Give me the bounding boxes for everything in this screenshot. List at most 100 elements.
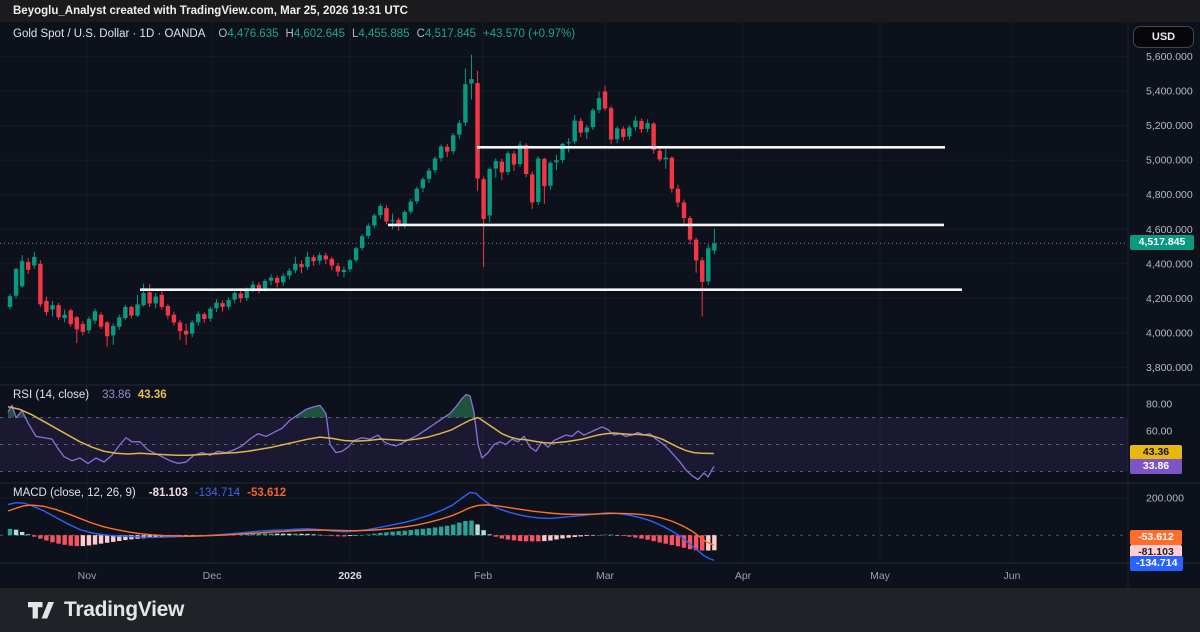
candlestick — [663, 149, 668, 169]
macd-histogram-bar — [317, 534, 322, 536]
macd-histogram-bar — [590, 535, 596, 536]
candlestick — [183, 323, 189, 345]
candlestick — [359, 234, 365, 251]
rsi-overbought-fill — [296, 405, 326, 418]
macd-histogram-bar — [712, 535, 717, 551]
price-tick-label: 4,200.000 — [1146, 293, 1193, 305]
tradingview-wordmark[interactable]: TradingView — [64, 598, 185, 621]
candlestick — [347, 258, 353, 273]
macd-histogram-bar — [262, 533, 268, 536]
macd-histogram-bar — [487, 534, 492, 536]
macd-histogram-bar — [44, 535, 49, 541]
symbol-legend[interactable]: Gold Spot / U.S. Dollar · 1D · OANDA O4,4… — [13, 28, 575, 40]
candlestick — [712, 228, 717, 255]
candlestick — [554, 154, 559, 171]
candlestick — [669, 156, 675, 193]
footer-bar: TradingView — [0, 588, 1200, 632]
candlestick — [681, 199, 687, 224]
rsi-tick-label: 80.00 — [1146, 399, 1172, 411]
candlestick — [511, 150, 517, 171]
macd-legend[interactable]: MACD (close, 12, 26, 9) -81.103 -134.714 -5… — [13, 487, 286, 499]
macd-histogram-bar — [56, 535, 61, 544]
candlestick — [111, 323, 116, 345]
symbol-title[interactable]: Gold Spot / U.S. Dollar · 1D · OANDA — [13, 28, 206, 40]
macd-histogram-bar — [353, 535, 359, 536]
candlestick — [317, 252, 322, 265]
candlestick — [232, 290, 237, 304]
macd-histogram-bar — [372, 533, 377, 536]
candlestick — [438, 144, 444, 162]
ohlc-value: 4,602.645 — [293, 28, 345, 40]
macd-histogram-bar — [560, 535, 565, 539]
ohlc-value: 4,455.885 — [358, 28, 410, 40]
macd-histogram-bar — [287, 533, 292, 536]
change-value: +43.570 (+0.97%) — [483, 28, 576, 40]
macd-histogram-bar — [117, 535, 122, 542]
macd-histogram-bar — [323, 535, 328, 536]
candlestick — [463, 68, 468, 127]
chart-canvas[interactable]: 3,800.000 4,000.000 4,200.000 4,400.000 4,60… — [0, 22, 1200, 588]
candlestick — [469, 54, 474, 100]
macd-histogram-bar — [104, 535, 110, 543]
macd-histogram-bar — [657, 535, 662, 543]
macd-histogram-bar — [426, 528, 432, 536]
candlestick — [214, 299, 219, 313]
macd-histogram-bar — [305, 533, 310, 536]
candlestick — [590, 108, 596, 131]
macd-signal-value: -53.612 — [247, 487, 287, 499]
macd-histogram-bar — [663, 535, 668, 544]
macd-histogram-bar — [700, 535, 705, 551]
price-tick-label: 5,000.000 — [1146, 155, 1193, 167]
macd-histogram-bar — [396, 531, 401, 536]
candlestick — [505, 151, 511, 175]
candlestick — [104, 321, 110, 347]
candlestick — [141, 283, 146, 307]
macd-histogram-bar — [578, 535, 583, 537]
macd-histogram-bar — [499, 535, 505, 539]
macd-histogram-bar — [256, 533, 262, 536]
candlestick — [645, 119, 650, 133]
candlestick — [627, 125, 632, 140]
month-label: Apr — [735, 570, 752, 582]
month-label: Feb — [474, 570, 492, 582]
candlestick — [238, 291, 243, 303]
candlestick — [687, 215, 693, 245]
candlestick — [305, 251, 310, 270]
candlestick — [481, 176, 486, 267]
macd-histogram-bar — [536, 535, 541, 542]
macd-histogram-bar — [408, 530, 413, 536]
currency-usd-button[interactable]: USD — [1133, 26, 1194, 48]
candlestick — [226, 297, 231, 310]
macd-histogram-bar — [572, 535, 577, 537]
macd-histogram-bar — [293, 533, 298, 536]
rsi-ma-value: 43.36 — [137, 389, 167, 401]
macd-title[interactable]: MACD (close, 12, 26, 9) — [13, 487, 136, 499]
chart-svg[interactable]: 3,800.000 4,000.000 4,200.000 4,400.000 4,60… — [0, 22, 1200, 588]
candlestick — [86, 316, 92, 334]
candlestick — [293, 256, 298, 274]
candlestick — [651, 121, 656, 154]
macd-histogram-bar — [341, 535, 347, 537]
candlestick — [372, 213, 377, 229]
rsi-overbought-fill — [446, 394, 474, 418]
candlestick — [487, 167, 492, 223]
candlestick — [323, 253, 328, 265]
macd-histogram-bar — [268, 533, 274, 536]
candlestick — [311, 254, 316, 266]
macd-histogram-bar — [129, 535, 134, 540]
macd-line-value: -134.714 — [194, 487, 241, 499]
price-tick-label: 4,400.000 — [1146, 258, 1193, 270]
candlestick — [548, 161, 553, 190]
rsi-title[interactable]: RSI (14, close) — [13, 389, 90, 401]
candlestick — [706, 244, 711, 285]
macd-histogram-bar — [50, 535, 55, 543]
rsi-legend[interactable]: RSI (14, close) 33.86 43.36 — [13, 389, 167, 401]
candlestick — [499, 158, 505, 181]
macd-histogram-bar — [481, 530, 486, 536]
macd-histogram-bar — [469, 520, 474, 536]
macd-histogram-bar — [687, 535, 693, 550]
macd-histogram-bar — [299, 533, 304, 536]
macd-histogram-bar — [378, 532, 383, 536]
rsi-value: 33.86 — [102, 389, 131, 401]
tradingview-logo-icon[interactable] — [28, 601, 54, 619]
